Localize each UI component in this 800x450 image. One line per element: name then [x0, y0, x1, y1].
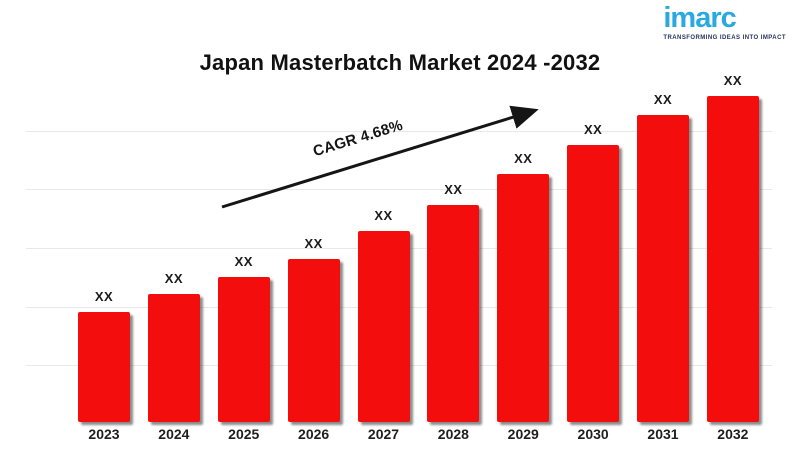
- x-axis-label-2024: 2024: [158, 426, 190, 442]
- bar-column-2025: XX: [217, 254, 270, 422]
- bar-column-2030: XX: [567, 122, 620, 422]
- x-axis-label-2031: 2031: [647, 426, 679, 442]
- x-axis-label-2029: 2029: [507, 426, 539, 442]
- bar-column-2027: XX: [357, 208, 410, 422]
- x-axis-label-2026: 2026: [298, 426, 330, 442]
- bar-column-2026: XX: [287, 236, 340, 422]
- bar-2026: [287, 259, 340, 422]
- bar-value-label: XX: [444, 182, 463, 197]
- bar-value-label: XX: [234, 254, 253, 269]
- bar-2024: [147, 294, 200, 422]
- bar-value-label: XX: [653, 92, 673, 107]
- bar-value-label: XX: [164, 271, 184, 286]
- bar-value-label: XX: [514, 151, 533, 166]
- bar-column-2031: XX: [637, 92, 689, 422]
- bar-value-label: XX: [94, 289, 114, 304]
- x-axis-label-2025: 2025: [228, 426, 260, 442]
- bar-2029: [497, 174, 550, 422]
- x-axis-label-2027: 2027: [367, 426, 400, 442]
- bar-2031: [637, 115, 689, 422]
- imarc-logo-tagline: TRANSFORMING IDEAS INTO IMPACT: [663, 35, 786, 41]
- x-axis-label-2028: 2028: [437, 426, 469, 442]
- bar-2027: [357, 231, 410, 422]
- bar-column-2023: XX: [78, 289, 130, 422]
- bar-column-2029: XX: [497, 151, 550, 422]
- chart-title: Japan Masterbatch Market 2024 -2032: [199, 50, 601, 75]
- bar-2028: [427, 205, 480, 422]
- bar-2032: [706, 96, 759, 422]
- bar-2023: [78, 312, 130, 422]
- x-axis-label-2032: 2032: [717, 426, 749, 442]
- bar-value-label: XX: [583, 122, 603, 137]
- x-axis-label-2030: 2030: [577, 426, 609, 442]
- bar-series: XX XX XX XX XX XX XX XX XX XX: [78, 0, 759, 422]
- bar-value-label: XX: [304, 236, 323, 251]
- bar-column-2032: XX: [706, 73, 759, 422]
- bar-column-2028: XX: [427, 182, 480, 422]
- bar-2030: [567, 145, 620, 422]
- bar-value-label: XX: [723, 73, 743, 88]
- bar-2025: [217, 277, 270, 422]
- imarc-logo-wordmark: imarc: [663, 2, 736, 34]
- x-axis-label-2023: 2023: [88, 426, 120, 442]
- x-axis-labels: 2023 2024 2025 2026 2027 2028 2029 2030 2031 2032: [78, 426, 759, 442]
- imarc-logo: imarc TRANSFORMING IDEAS INTO IMPACT: [663, 2, 786, 42]
- bar-value-label: XX: [374, 208, 393, 223]
- bar-column-2024: XX: [147, 271, 200, 422]
